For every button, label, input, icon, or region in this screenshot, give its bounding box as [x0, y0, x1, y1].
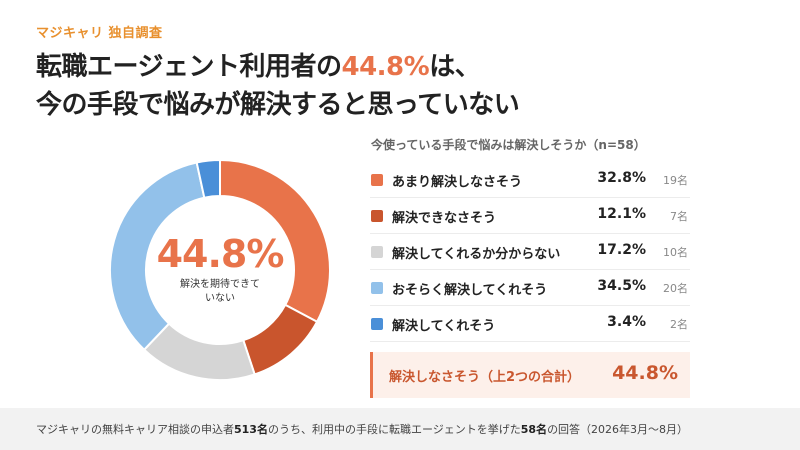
legend-percent: 34.5%	[597, 278, 646, 294]
legend-label: 解決してくれそう	[392, 319, 496, 334]
legend-label: 解決してくれるか分からない	[392, 247, 561, 262]
legend-title: 今使っている手段で悩みは解決しそうか（n=58）	[371, 138, 646, 152]
footer: マジキャリの無料キャリア相談の申込者513名のうち、利用中の手段に転職エージェン…	[0, 408, 800, 450]
legend-row: 解決できなさそう 12.1% 7名	[370, 198, 690, 234]
legend-label: おそらく解決してくれそう	[392, 283, 548, 298]
page-title: 転職エージェント利用者の44.8%は、 今の手段で悩みが解決すると思っていない	[36, 48, 520, 124]
legend-swatch	[371, 282, 383, 294]
headline-accent-value: 44.8%	[341, 52, 430, 82]
footer-note: マジキャリの無料キャリア相談の申込者513名のうち、利用中の手段に転職エージェン…	[36, 421, 688, 437]
footer-n-all: 513名	[234, 423, 268, 436]
headline-line1-post: は、	[429, 52, 481, 82]
headline-line2: 今の手段で悩みが解決すると思っていない	[36, 90, 520, 120]
donut-svg	[109, 158, 331, 381]
footer-pre: マジキャリの無料キャリア相談の申込者	[36, 423, 234, 436]
total-box: 解決しなさそう（上2つの合計） 44.8%	[370, 352, 690, 398]
legend-count: 7名	[670, 210, 688, 223]
legend-row: あまり解決しなさそう 32.8% 19名	[370, 162, 690, 198]
legend-row: 解決してくれるか分からない 17.2% 10名	[370, 234, 690, 270]
footer-post: の回答（2026年3月〜8月）	[547, 423, 689, 436]
footer-mid: のうち、利用中の手段に転職エージェントを挙げた	[267, 423, 521, 436]
legend-count: 20名	[663, 282, 688, 295]
legend-percent: 17.2%	[597, 242, 646, 258]
headline-line1-pre: 転職エージェント利用者の	[36, 52, 342, 82]
donut-slice-4	[109, 161, 206, 352]
donut-slice-2	[242, 303, 319, 376]
legend-count: 19名	[663, 174, 688, 187]
legend-percent: 32.8%	[597, 170, 646, 186]
legend-swatch	[371, 246, 383, 258]
legend-label: あまり解決しなさそう	[392, 175, 523, 190]
headline-line1: 転職エージェント利用者の44.8%は、	[36, 48, 519, 86]
legend-swatch	[371, 210, 383, 222]
legend-swatch	[371, 318, 383, 330]
donut-slice-5	[195, 158, 221, 199]
legend-swatch	[371, 174, 383, 186]
legend-row: 解決してくれそう 3.4% 2名	[370, 306, 690, 342]
total-value: 44.8%	[612, 362, 678, 384]
kicker-label: マジキャリ 独自調査	[36, 26, 163, 41]
total-label: 解決しなさそう（上2つの合計）	[389, 370, 581, 385]
legend-label: 解決できなさそう	[392, 211, 497, 226]
donut-chart: 44.8% 解決を期待できていない	[95, 150, 345, 390]
donut-slice-1	[219, 158, 331, 324]
footer-n-sub: 58名	[520, 423, 548, 436]
legend: あまり解決しなさそう 32.8% 19名解決できなさそう 12.1% 7名解決してくれる…	[370, 162, 690, 342]
legend-row: おそらく解決してくれそう 34.5% 20名	[370, 270, 690, 306]
legend-percent: 12.1%	[597, 206, 646, 222]
legend-count: 10名	[663, 246, 688, 259]
legend-count: 2名	[670, 318, 688, 331]
legend-percent: 3.4%	[607, 314, 646, 330]
